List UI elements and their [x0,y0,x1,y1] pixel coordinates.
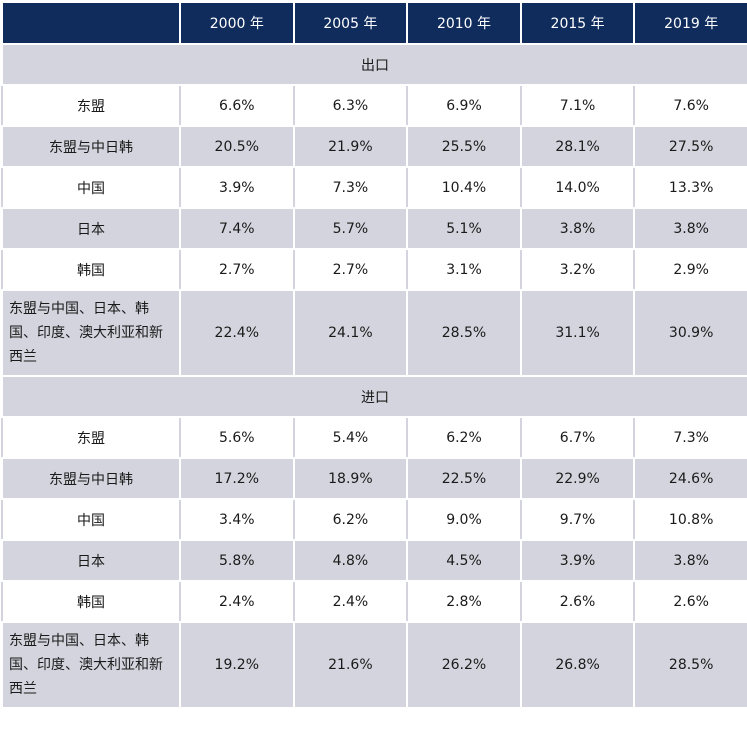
value-cell: 28.1% [519,125,636,168]
value-cell: 22.4% [179,289,295,377]
value-cell: 3.4% [179,498,295,541]
value-cell: 5.1% [406,207,522,250]
value-cell: 28.5% [406,289,522,377]
table-row: 韩国 2.4% 2.4% 2.8% 2.6% 2.6% [1,580,747,623]
table-row: 日本 7.4% 5.7% 5.1% 3.8% 3.8% [1,207,747,250]
value-cell: 10.8% [633,498,747,541]
value-cell: 19.2% [179,621,295,709]
value-cell: 5.8% [179,539,295,582]
value-cell: 9.0% [406,498,522,541]
table-row: 韩国 2.7% 2.7% 3.1% 3.2% 2.9% [1,248,747,291]
value-cell: 7.1% [519,84,636,127]
value-cell: 5.4% [292,416,409,459]
value-cell: 13.3% [633,166,747,209]
row-label: 中国 [1,498,181,541]
table-row: 东盟与中日韩 17.2% 18.9% 22.5% 22.9% 24.6% [1,457,747,500]
value-cell: 6.9% [406,84,522,127]
value-cell: 21.9% [292,125,409,168]
table-body: 出口 东盟 6.6% 6.3% 6.9% 7.1% 7.6% 东盟与中日韩 20.5% 21.9%… [1,43,747,709]
value-cell: 3.1% [406,248,522,291]
value-cell: 5.6% [179,416,295,459]
value-cell: 22.5% [406,457,522,500]
value-cell: 26.2% [406,621,522,709]
value-cell: 2.8% [406,580,522,623]
value-cell: 2.4% [292,580,409,623]
row-label: 东盟 [1,416,181,459]
row-label: 日本 [1,539,181,582]
value-cell: 2.6% [519,580,636,623]
value-cell: 26.8% [519,621,636,709]
value-cell: 27.5% [633,125,747,168]
section-title: 出口 [1,43,747,86]
value-cell: 17.2% [179,457,295,500]
value-cell: 31.1% [519,289,636,377]
value-cell: 3.8% [633,207,747,250]
row-label: 日本 [1,207,181,250]
value-cell: 18.9% [292,457,409,500]
value-cell: 7.3% [633,416,747,459]
header-year-2019: 2019 年 [633,1,747,45]
value-cell: 2.7% [292,248,409,291]
row-label: 东盟与中日韩 [1,125,181,168]
value-cell: 2.6% [633,580,747,623]
header-year-2005: 2005 年 [292,1,409,45]
row-label: 东盟与中国、日本、韩国、印度、澳大利亚和新西兰 [1,621,181,709]
value-cell: 21.6% [292,621,409,709]
value-cell: 7.6% [633,84,747,127]
table-row: 中国 3.9% 7.3% 10.4% 14.0% 13.3% [1,166,747,209]
table-row: 东盟 5.6% 5.4% 6.2% 6.7% 7.3% [1,416,747,459]
value-cell: 6.7% [519,416,636,459]
header-year-2010: 2010 年 [406,1,522,45]
header-year-2015: 2015 年 [519,1,636,45]
row-label: 韩国 [1,248,181,291]
value-cell: 5.7% [292,207,409,250]
row-label: 韩国 [1,580,181,623]
trade-share-table: 2000 年 2005 年 2010 年 2015 年 2019 年 出口 东盟 6… [1,1,747,709]
value-cell: 3.9% [519,539,636,582]
table-row: 中国 3.4% 6.2% 9.0% 9.7% 10.8% [1,498,747,541]
value-cell: 6.6% [179,84,295,127]
value-cell: 24.1% [292,289,409,377]
value-cell: 3.9% [179,166,295,209]
value-cell: 22.9% [519,457,636,500]
section-header-row: 出口 [1,43,747,86]
row-label: 东盟 [1,84,181,127]
value-cell: 25.5% [406,125,522,168]
value-cell: 10.4% [406,166,522,209]
header-corner-cell [1,1,181,45]
value-cell: 4.5% [406,539,522,582]
row-label: 东盟与中国、日本、韩国、印度、澳大利亚和新西兰 [1,289,181,377]
value-cell: 20.5% [179,125,295,168]
table-row: 东盟与中日韩 20.5% 21.9% 25.5% 28.1% 27.5% [1,125,747,168]
value-cell: 6.2% [406,416,522,459]
value-cell: 7.3% [292,166,409,209]
header-year-2000: 2000 年 [179,1,295,45]
section-title: 进口 [1,375,747,418]
value-cell: 3.8% [519,207,636,250]
value-cell: 4.8% [292,539,409,582]
section-header-row: 进口 [1,375,747,418]
value-cell: 2.7% [179,248,295,291]
table-row: 东盟与中国、日本、韩国、印度、澳大利亚和新西兰 22.4% 24.1% 28.5% 31… [1,289,747,377]
value-cell: 3.2% [519,248,636,291]
header-row: 2000 年 2005 年 2010 年 2015 年 2019 年 [1,1,747,45]
value-cell: 24.6% [633,457,747,500]
value-cell: 2.4% [179,580,295,623]
value-cell: 7.4% [179,207,295,250]
row-label: 东盟与中日韩 [1,457,181,500]
value-cell: 2.9% [633,248,747,291]
table-row: 日本 5.8% 4.8% 4.5% 3.9% 3.8% [1,539,747,582]
value-cell: 9.7% [519,498,636,541]
value-cell: 28.5% [633,621,747,709]
value-cell: 30.9% [633,289,747,377]
value-cell: 6.2% [292,498,409,541]
table-row: 东盟 6.6% 6.3% 6.9% 7.1% 7.6% [1,84,747,127]
table-row: 东盟与中国、日本、韩国、印度、澳大利亚和新西兰 19.2% 21.6% 26.2% 26… [1,621,747,709]
value-cell: 3.8% [633,539,747,582]
value-cell: 6.3% [292,84,409,127]
row-label: 中国 [1,166,181,209]
value-cell: 14.0% [519,166,636,209]
